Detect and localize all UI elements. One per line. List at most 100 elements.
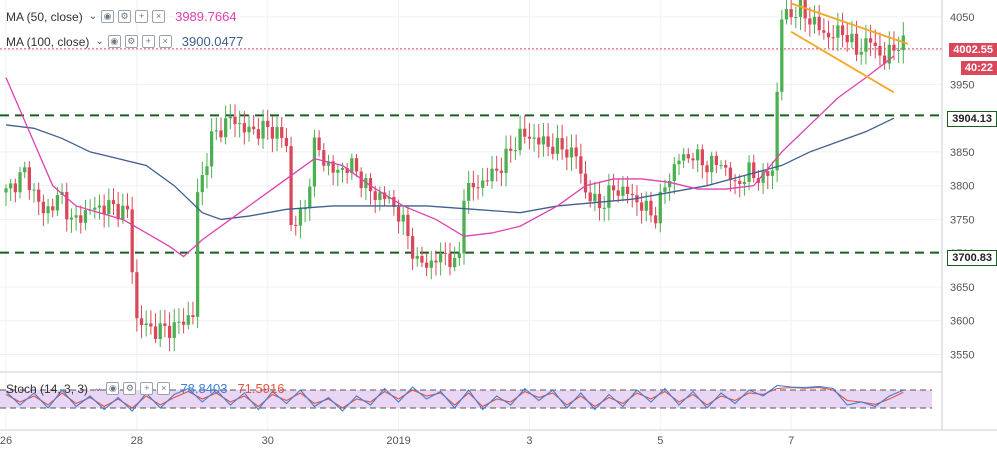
- candle-body: [537, 137, 541, 145]
- price-tick-label: 3550: [950, 349, 974, 361]
- eye-icon[interactable]: ◉: [106, 382, 120, 395]
- candle-body: [41, 201, 46, 214]
- candle-body: [396, 206, 401, 222]
- candle-body: [868, 38, 873, 43]
- channel-line: [790, 30, 895, 94]
- candle-body: [724, 165, 728, 168]
- candle-body: [354, 158, 359, 172]
- candle-body: [331, 161, 335, 173]
- time-tick-label: 2019: [386, 435, 410, 447]
- candle-body: [770, 170, 775, 176]
- candle-body: [817, 16, 821, 31]
- candle-body: [252, 126, 256, 130]
- ma100-label: MA (100, close): [6, 34, 90, 49]
- candle-body: [266, 120, 270, 128]
- chevron-down-icon[interactable]: ⌄: [94, 383, 103, 394]
- descending-channel: [790, 2, 909, 94]
- candle-body: [882, 55, 887, 64]
- candle-body: [280, 127, 284, 138]
- candle-body: [593, 193, 597, 202]
- support-resistance-lines: [0, 48, 942, 254]
- stochastic-panel: [0, 384, 932, 412]
- eye-icon[interactable]: ◉: [101, 10, 115, 23]
- candle-body: [588, 192, 592, 202]
- candle-body: [499, 170, 504, 173]
- candle-body: [4, 188, 8, 193]
- ma50-legend: MA (50, close) ⌄ ◉ ⚙ + × 3989.7664: [6, 9, 237, 24]
- candle-body: [289, 146, 293, 225]
- time-axis[interactable]: 26 28 30 2019 3 5 7: [0, 429, 997, 447]
- ma100-legend: MA (100, close) ⌄ ◉ ⚙ + × 3900.0477: [6, 34, 243, 49]
- candle-body: [51, 206, 55, 211]
- gear-icon[interactable]: ⚙: [123, 382, 137, 395]
- candle-body: [125, 205, 130, 210]
- candle-body: [373, 191, 377, 200]
- price-tick-label: 3750: [950, 214, 974, 226]
- candle-body: [798, 0, 803, 18]
- candle-body: [607, 185, 611, 208]
- candle-body: [789, 9, 793, 18]
- candle-body: [845, 34, 849, 43]
- candle-body: [808, 18, 812, 25]
- candle-body: [275, 127, 279, 139]
- gear-icon[interactable]: ⚙: [124, 35, 138, 48]
- close-icon[interactable]: ×: [158, 35, 172, 48]
- candle-body: [696, 149, 700, 161]
- candle-body: [621, 186, 625, 196]
- candle-body: [714, 155, 719, 166]
- support-tag: 3700.83: [947, 250, 997, 266]
- candle-body: [859, 51, 863, 55]
- candle-body: [406, 214, 410, 237]
- plus-icon[interactable]: +: [140, 382, 154, 395]
- candle-body: [873, 42, 877, 46]
- candle-body: [18, 172, 22, 193]
- chevron-down-icon[interactable]: ⌄: [88, 11, 98, 22]
- candle-body: [611, 185, 616, 191]
- candle-body: [597, 193, 602, 209]
- candle-body: [752, 162, 756, 178]
- candle-body: [270, 127, 275, 139]
- plus-icon[interactable]: +: [141, 35, 155, 48]
- close-icon[interactable]: ×: [152, 10, 166, 23]
- candle-body: [555, 138, 560, 154]
- candle-body: [476, 187, 480, 189]
- gear-icon[interactable]: ⚙: [118, 10, 132, 23]
- candle-body: [864, 38, 868, 52]
- candle-body: [9, 183, 13, 189]
- price-tick-label: 3650: [950, 282, 974, 294]
- candle-body: [364, 178, 368, 189]
- candle-body: [111, 200, 116, 204]
- candle-body: [896, 50, 901, 52]
- candle-body: [700, 149, 704, 166]
- candle-body: [457, 253, 461, 259]
- candle-body: [579, 156, 583, 174]
- candle-body: [172, 322, 176, 338]
- candle-body: [551, 146, 555, 154]
- last-price-tag: 4002.55: [949, 43, 997, 57]
- candle-body: [653, 215, 658, 224]
- ma100-value: 3900.0477: [181, 34, 244, 49]
- candle-body: [677, 160, 681, 165]
- time-tick-label: 5: [657, 435, 663, 447]
- candle-body: [541, 136, 546, 145]
- close-icon[interactable]: ×: [157, 382, 171, 395]
- candle-body: [794, 17, 798, 19]
- candle-body: [284, 137, 289, 147]
- candle-body: [490, 168, 494, 182]
- candle-body: [761, 171, 765, 183]
- candle-body: [55, 195, 60, 211]
- candle-body: [228, 116, 232, 119]
- price-tick-label: 3950: [950, 79, 974, 91]
- candle-body: [153, 326, 158, 339]
- candle-body: [649, 200, 653, 216]
- chevron-down-icon[interactable]: ⌄: [95, 36, 104, 47]
- candle-body: [527, 136, 532, 139]
- candle-body: [453, 258, 457, 268]
- eye-icon[interactable]: ◉: [107, 35, 121, 48]
- candle-body: [682, 154, 686, 161]
- plus-icon[interactable]: +: [135, 10, 149, 23]
- stoch-d-value: 71.5916: [237, 381, 285, 396]
- candle-body: [602, 207, 606, 209]
- candle-body: [509, 148, 513, 151]
